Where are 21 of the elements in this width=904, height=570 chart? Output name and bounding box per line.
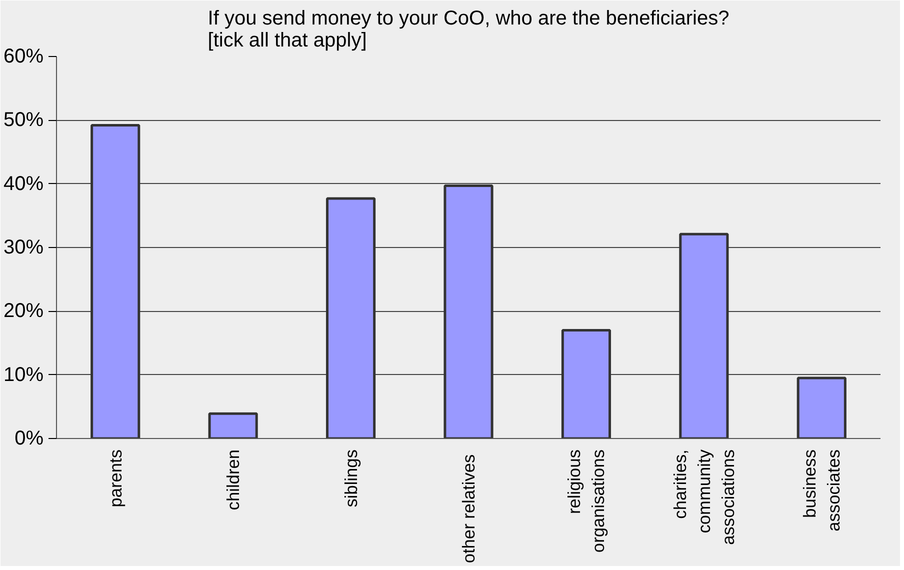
bar — [208, 412, 258, 438]
x-tick-label: siblings — [340, 449, 361, 508]
y-tick-label: 60% — [3, 46, 44, 68]
y-tick-label: 20% — [3, 300, 44, 322]
bar — [561, 329, 612, 438]
y-tick-label: 30% — [3, 236, 44, 258]
bar — [326, 197, 376, 438]
x-tick-label: business associates — [800, 449, 844, 532]
bar — [90, 124, 140, 438]
x-tick-label: parents — [105, 449, 126, 508]
bar — [796, 376, 846, 438]
x-tick-label: children — [223, 449, 244, 510]
bar — [679, 232, 729, 438]
y-tick-label: 40% — [3, 172, 44, 195]
bar — [444, 184, 494, 438]
y-tick-label: 50% — [3, 109, 44, 132]
chart-title: If you send money to your CoO, who are the beneficiaries? [tick all that apply] — [208, 8, 730, 52]
y-tick-label: 10% — [3, 364, 44, 386]
x-tick-label: other relatives — [458, 454, 478, 564]
x-tick-label: religious organisations — [564, 449, 608, 553]
y-tick-label: 0% — [14, 428, 44, 450]
